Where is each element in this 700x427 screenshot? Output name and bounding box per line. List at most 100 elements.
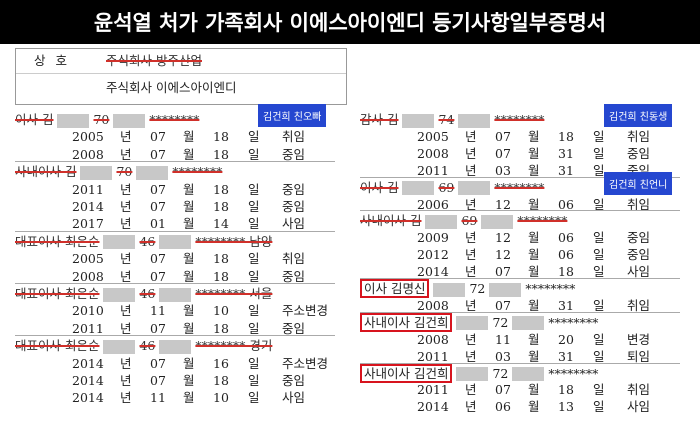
officer-name: 이사 김 — [360, 179, 399, 195]
record-cell: 07 — [150, 355, 166, 371]
record-cell: 18 — [558, 382, 574, 398]
record-cell: 일 — [248, 320, 260, 336]
record-cell: 일 — [593, 162, 605, 178]
record-cell: 06 — [558, 247, 574, 263]
record-cell: 일 — [593, 297, 605, 313]
title: 윤석열 처가 가족회사 이에스아이엔디 등기사항일부증명서 — [0, 0, 700, 44]
record-cell: 년 — [120, 251, 132, 267]
record-cell: 07 — [495, 128, 511, 144]
record-cell: 주소변경 — [282, 303, 329, 319]
record-cell: 07 — [150, 373, 166, 388]
record-cell: 일 — [248, 181, 260, 197]
record-cell: 년 — [465, 162, 477, 178]
redaction — [57, 113, 90, 128]
record-cell: 월 — [528, 196, 540, 212]
birth-year: 69 — [438, 179, 455, 195]
entry-head: 사내이사 김 69 ******** — [360, 213, 660, 229]
record-cell: 10 — [213, 303, 229, 319]
record-cell: 일 — [248, 390, 260, 406]
record-cell: 14 — [213, 216, 229, 232]
masked-id: ******** — [525, 281, 576, 296]
record-cell: 07 — [150, 251, 166, 267]
record-cell: 11 — [150, 390, 166, 406]
record-cell: 11 — [495, 331, 511, 347]
record-cell: 변경 — [627, 331, 651, 347]
redaction — [425, 214, 458, 229]
record-cell: 일 — [248, 355, 260, 371]
record-cell: 일 — [248, 251, 260, 267]
record-cell: 년 — [120, 355, 132, 371]
record-cell: 퇴임 — [627, 348, 651, 364]
record-cell: 일 — [248, 216, 260, 232]
record-cell: 2014 — [72, 199, 104, 214]
record-cell: 07 — [150, 181, 166, 197]
separator — [360, 311, 680, 313]
record-cell: 07 — [150, 129, 166, 145]
record-cell: 2014 — [417, 264, 449, 280]
record-cell: 월 — [183, 390, 195, 406]
record-cell: 18 — [213, 129, 229, 145]
record-cell: 사임 — [627, 264, 651, 280]
record-cell: 취임 — [627, 297, 651, 313]
record-cell: 2008 — [417, 297, 449, 313]
record-cell: 31 — [558, 145, 574, 161]
redaction — [402, 113, 435, 128]
birth-year: 70 — [93, 112, 110, 127]
record-cell: 년 — [120, 320, 132, 336]
record-cell: 년 — [120, 129, 132, 145]
record-cell: 일 — [593, 348, 605, 364]
record-cell: 년 — [120, 268, 132, 284]
record-cell: 중임 — [627, 247, 651, 263]
record-cell: 18 — [213, 268, 229, 284]
record-cell: 일 — [248, 129, 260, 145]
record-cell: 월 — [528, 247, 540, 263]
record-cell: 중임 — [627, 145, 651, 161]
record-cell: 12 — [495, 247, 511, 263]
birth-year: 70 — [116, 164, 133, 180]
record-cell: 07 — [495, 382, 511, 398]
record-cell: 년 — [120, 146, 132, 162]
record-cell: 일 — [248, 303, 260, 319]
record-cell: 월 — [183, 181, 195, 197]
record-cell: 2008 — [417, 331, 449, 347]
record-cell: 월 — [528, 162, 540, 178]
record-cell: 2012 — [417, 247, 449, 263]
birth-year: 72 — [469, 281, 486, 296]
entry-head: 이사 김 69 ******** — [360, 180, 660, 196]
redaction — [458, 181, 491, 196]
record-cell: 2006 — [417, 196, 449, 212]
redaction — [458, 113, 491, 128]
record-cell: 2011 — [417, 382, 449, 398]
record-cell: 2005 — [72, 129, 104, 145]
record-cell: 11 — [150, 303, 166, 319]
record-cell: 년 — [465, 264, 477, 280]
record-cell: 취임 — [627, 196, 651, 212]
officer-name: 대표이사 최은순 — [15, 338, 100, 354]
record-cell: 월 — [183, 320, 195, 336]
entry-head: 이사 김 70 ******** — [15, 112, 315, 128]
record-cell: 06 — [558, 196, 574, 212]
record-cell: 월 — [528, 297, 540, 313]
record-cell: 18 — [213, 181, 229, 197]
record-cell: 10 — [213, 390, 229, 406]
birth-year: 69 — [461, 213, 478, 229]
record-cell: 06 — [558, 230, 574, 246]
masked-id: ******** — [494, 112, 545, 127]
record-cell: 일 — [593, 382, 605, 398]
record-cell: 2014 — [72, 373, 104, 388]
record-cell: 월 — [183, 303, 195, 319]
record-cell: 취임 — [627, 382, 651, 398]
record-cell: 월 — [528, 128, 540, 144]
record-cell: 18 — [558, 128, 574, 144]
record-cell: 18 — [213, 320, 229, 336]
record-cell: 취임 — [282, 251, 306, 267]
record-cell: 07 — [150, 146, 166, 162]
record-cell: 월 — [183, 268, 195, 284]
masked-id: ******** 경기 — [195, 338, 273, 354]
annotation: 김건희 친동생 — [604, 104, 673, 127]
entry-head: 사내이사 김건희 72 ******** — [360, 312, 598, 332]
redaction — [433, 282, 466, 297]
record-cell: 년 — [120, 181, 132, 197]
record-cell: 2008 — [72, 146, 104, 162]
record-cell: 월 — [528, 145, 540, 161]
